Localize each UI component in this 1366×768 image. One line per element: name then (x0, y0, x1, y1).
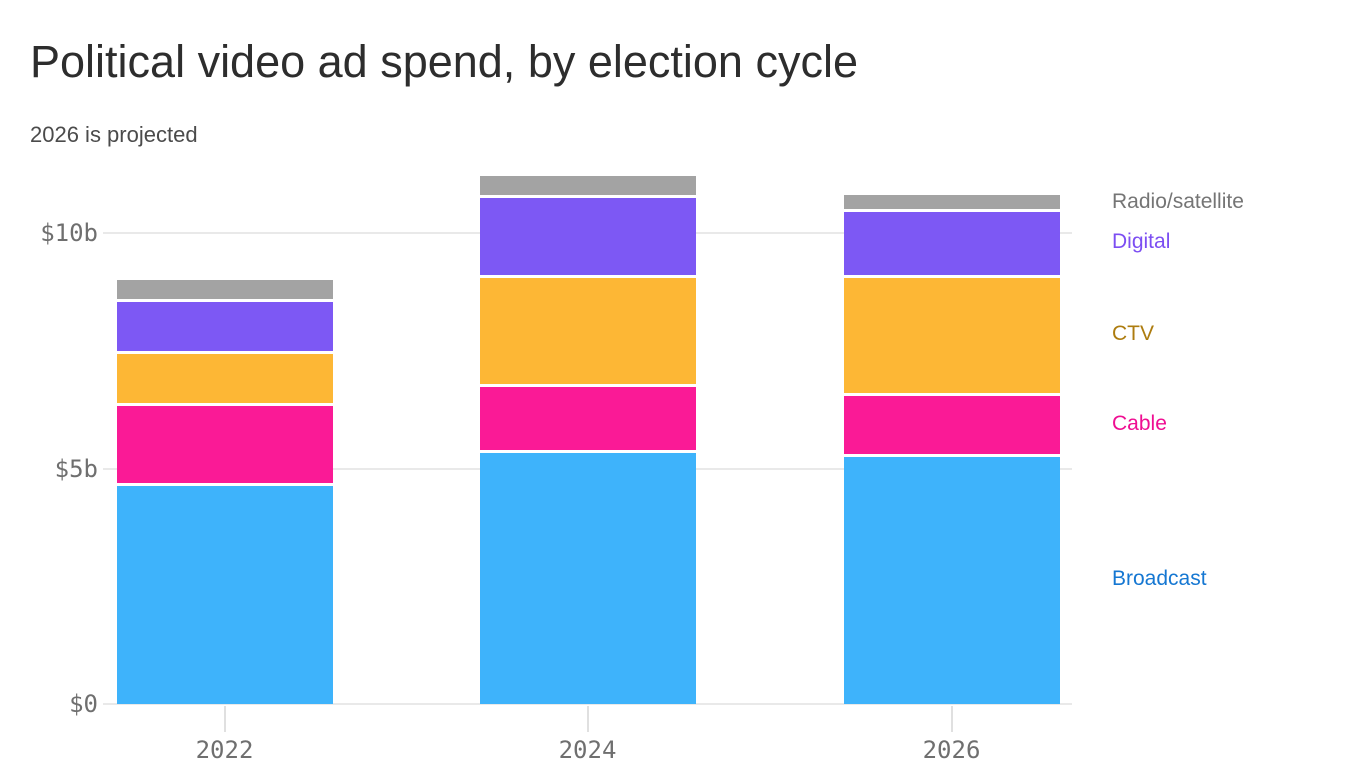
bar-segment-ctv-2024 (479, 278, 696, 384)
bar-segment-ctv-2026 (843, 278, 1060, 394)
bar-segment-broadcast-2024 (479, 452, 696, 704)
bar-segment-digital-2024 (479, 198, 696, 276)
x-tick-2026 (950, 706, 953, 732)
bar-segment-cable-2026 (843, 396, 1060, 455)
bar-segment-cable-2024 (479, 386, 696, 450)
legend-label-cable: Cable (1112, 411, 1167, 435)
bar-segment-ctv-2022 (116, 353, 333, 403)
gridline-0 (103, 703, 1072, 705)
y-tick-label-5b: $5b (54, 454, 98, 483)
bar-segment-broadcast-2022 (116, 485, 333, 704)
bar-segment-cable-2022 (116, 405, 333, 483)
chart-subtitle: 2026 is projected (30, 122, 198, 147)
x-axis-label-2024: 2024 (558, 736, 617, 764)
chart-title: Political video ad spend, by election cy… (30, 36, 858, 87)
y-tick-label-0: $0 (69, 690, 98, 718)
legend-label-broadcast: Broadcast (1112, 567, 1207, 591)
x-axis-label-2026: 2026 (922, 736, 981, 764)
legend-label-ctv: CTV (1112, 322, 1154, 346)
legend-label-digital: Digital (1112, 230, 1171, 254)
x-axis-label-2022: 2022 (195, 736, 254, 764)
bar-segment-digital-2022 (116, 301, 333, 351)
legend-label-radio-satellite: Radio/satellite (1112, 190, 1244, 214)
bar-segment-radio-satellite-2026 (843, 195, 1060, 210)
bar-segment-digital-2026 (843, 212, 1060, 276)
x-tick-2024 (586, 706, 589, 732)
x-tick-2022 (223, 706, 226, 732)
bar-segment-broadcast-2026 (843, 457, 1060, 704)
y-tick-label-10b: $10b (40, 219, 98, 247)
bar-segment-radio-satellite-2024 (479, 176, 696, 196)
bar-segment-radio-satellite-2022 (116, 280, 333, 299)
